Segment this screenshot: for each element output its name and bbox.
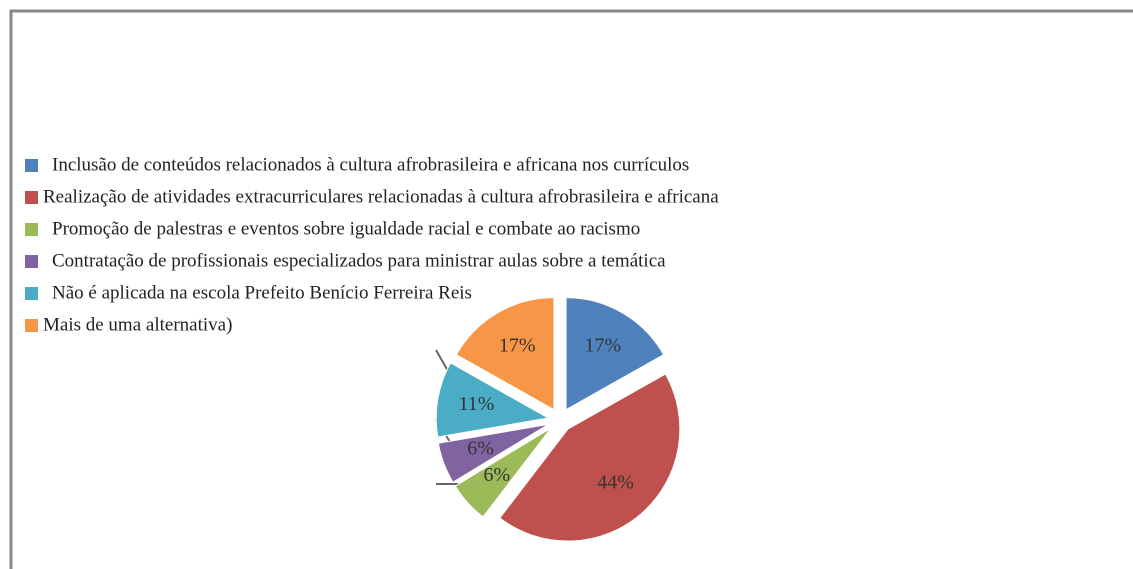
legend-swatch (25, 319, 38, 332)
pie-slice (565, 297, 665, 411)
pie-slice (499, 373, 681, 542)
legend-label: Mais de uma alternativa) (43, 314, 232, 335)
data-label: 44% (597, 472, 634, 494)
data-label: 17% (584, 334, 621, 356)
legend-label: Contratação de profissionais especializa… (52, 250, 666, 271)
pie-slice (455, 297, 555, 411)
legend-swatch (25, 159, 38, 172)
data-label: 6% (467, 437, 494, 459)
legend-swatch (25, 223, 38, 236)
pie-slice (437, 423, 550, 483)
legend-label: Promoção de palestras e eventos sobre ig… (52, 218, 640, 239)
pie-slice (454, 427, 552, 518)
legend-swatch (25, 287, 38, 300)
data-label: 6% (484, 464, 511, 486)
legend-label: Realização de atividades extracurricular… (43, 186, 719, 207)
pie-slice (435, 362, 550, 438)
data-label: 17% (499, 334, 536, 356)
legend-label: Não é aplicada na escola Prefeito Beníci… (52, 282, 472, 303)
legend-swatch (25, 255, 38, 268)
legend-swatch (25, 191, 38, 204)
data-label: 11% (458, 393, 494, 415)
legend-label: Inclusão de conteúdos relacionados à cul… (52, 154, 689, 175)
